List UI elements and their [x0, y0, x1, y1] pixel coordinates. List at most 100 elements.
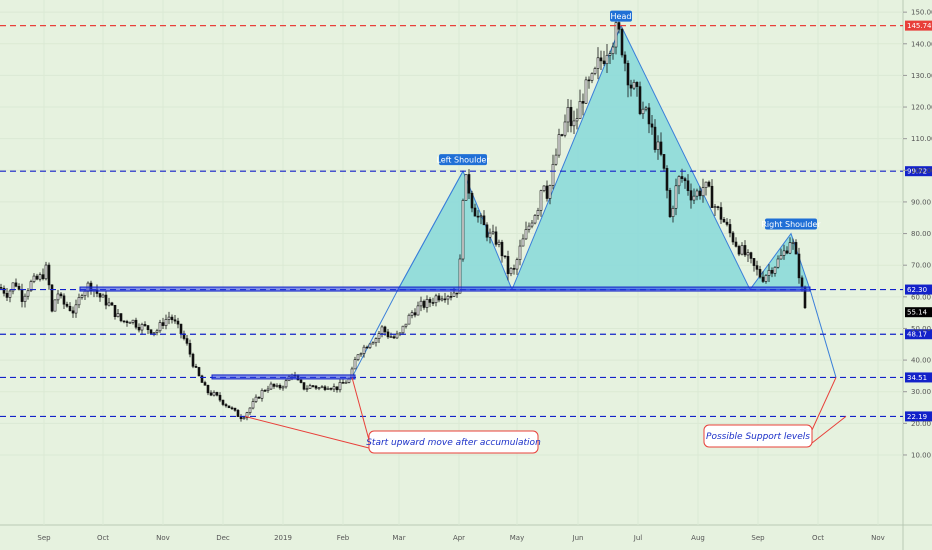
candle-body [251, 401, 255, 409]
candle-body [443, 298, 447, 301]
candle-body [683, 178, 687, 182]
right-shoulder-badge [765, 218, 817, 230]
candle-body [779, 255, 783, 260]
candle-body [536, 210, 540, 216]
candle-body [566, 107, 570, 123]
candle-body [488, 232, 492, 238]
candle-body [479, 215, 483, 218]
candle-body [626, 62, 630, 86]
candle-body [215, 392, 219, 396]
candle-body [113, 304, 117, 318]
y-tick-label: 60.00 [911, 293, 931, 301]
level-price-tag [905, 284, 932, 295]
accumulation-pointer-low [244, 415, 370, 449]
candle-body [203, 382, 207, 386]
candle-body [569, 107, 573, 127]
candle-body [356, 354, 360, 361]
candle-body [194, 366, 198, 368]
candle-body [749, 252, 753, 259]
candle-body [35, 275, 39, 280]
candle-body [500, 241, 504, 257]
candle-body [755, 265, 759, 270]
candle-body [65, 303, 69, 307]
candle-body [308, 385, 312, 389]
x-tick-label: Aug [691, 534, 705, 542]
candle-body [275, 385, 279, 387]
x-tick-label: Oct [97, 534, 109, 542]
left-shoulder-badge [439, 154, 487, 166]
candle-body [320, 386, 324, 389]
candle-body [266, 388, 270, 391]
candle-body [341, 382, 345, 384]
level-price-tag [905, 20, 932, 31]
candle-body [713, 206, 717, 208]
level-price-tag [905, 411, 932, 422]
candle-body [407, 314, 411, 325]
candle-body [254, 396, 258, 402]
level-price-label: 62.30 [907, 286, 927, 294]
candle-body [506, 256, 510, 275]
y-tick-label: 50.00 [911, 325, 931, 333]
candle-body [98, 293, 102, 298]
candle-body [515, 259, 519, 270]
candle-body [461, 200, 465, 260]
y-tick-label: 40.00 [911, 357, 931, 365]
candle-body [512, 268, 516, 270]
candle-body [794, 242, 798, 255]
candle-layer [0, 14, 807, 422]
candle-body [221, 399, 225, 405]
candle-body [464, 174, 468, 201]
candle-body [299, 379, 303, 383]
candle-body [374, 338, 378, 344]
candle-body [800, 277, 804, 288]
candle-body [752, 258, 756, 266]
candle-body [425, 299, 429, 308]
candle-body [686, 180, 690, 191]
candle-body [560, 134, 564, 136]
candle-body [260, 390, 264, 399]
candle-body [470, 192, 474, 209]
y-tick-label: 20.00 [911, 420, 931, 428]
candle-body [380, 326, 384, 334]
candle-body [764, 275, 768, 282]
candle-body [662, 154, 666, 169]
candle-body [161, 322, 165, 326]
candle-body [647, 107, 651, 125]
candle-body [635, 81, 639, 87]
candle-body [587, 79, 591, 82]
x-tick-label: Jun [572, 534, 584, 542]
accumulation-zone [211, 374, 356, 380]
candle-body [44, 264, 48, 280]
level-price-label: 22.19 [907, 413, 927, 421]
candle-body [212, 392, 216, 396]
candle-body [680, 176, 684, 179]
candle-body [596, 57, 600, 69]
candle-body [233, 407, 237, 411]
y-tick-label: 70.00 [911, 262, 931, 270]
x-tick-label: May [510, 534, 524, 542]
level-price-label: 145.74 [907, 22, 932, 30]
candle-body [581, 101, 585, 104]
level-price-label: 99.72 [907, 168, 927, 176]
candle-body [368, 343, 372, 348]
candle-body [731, 232, 735, 243]
candle-body [0, 287, 3, 289]
candle-body [602, 60, 606, 65]
candle-body [563, 121, 567, 136]
last-price-label: 55.14 [907, 309, 928, 317]
x-tick-label: Nov [156, 534, 170, 542]
candle-body [104, 294, 108, 306]
candle-body [305, 388, 309, 390]
candle-body [140, 324, 144, 331]
candle-body [776, 258, 780, 268]
y-tick-label: 110.00 [911, 135, 932, 143]
candle-body [53, 299, 57, 312]
candle-body [665, 168, 669, 191]
y-tick-label: 10.00 [911, 451, 931, 459]
candle-body [311, 385, 315, 387]
candle-body [392, 336, 396, 339]
candle-body [590, 73, 594, 81]
candle-body [632, 81, 636, 89]
y-tick-label: 30.00 [911, 388, 931, 396]
